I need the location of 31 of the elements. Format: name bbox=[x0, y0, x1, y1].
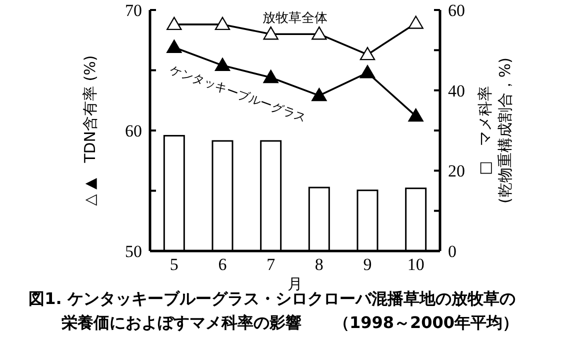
y2-tick-label: 40 bbox=[448, 81, 465, 100]
y-tick-label: 70 bbox=[125, 1, 142, 20]
point bbox=[263, 70, 278, 84]
point bbox=[360, 46, 376, 60]
series-label: 放牧草全体 bbox=[262, 11, 328, 26]
point bbox=[312, 88, 327, 102]
point bbox=[408, 108, 424, 122]
y2-tick-label: 20 bbox=[448, 162, 465, 181]
y2-tick-label: 0 bbox=[448, 242, 456, 261]
point bbox=[166, 16, 182, 30]
y-tick-label: 50 bbox=[125, 242, 142, 261]
point bbox=[312, 26, 327, 40]
point bbox=[214, 58, 230, 72]
text: ケンタッキーブルーグラス bbox=[168, 62, 308, 125]
x-tick-label: 7 bbox=[266, 255, 276, 274]
point bbox=[214, 16, 230, 30]
x-tick-label: 10 bbox=[407, 255, 424, 274]
x-tick-label: 5 bbox=[170, 255, 178, 274]
x-tick-label: 8 bbox=[314, 255, 324, 274]
point bbox=[166, 40, 182, 53]
x-tick-label: 9 bbox=[363, 255, 372, 274]
y2-tick-label: 60 bbox=[448, 1, 465, 20]
x-axis-title: 月 bbox=[288, 275, 302, 293]
y-axis-title: △ ▲ TDN含有率 (%) bbox=[81, 55, 99, 206]
point bbox=[408, 16, 424, 29]
point bbox=[263, 26, 278, 40]
y2-axis-title: □ マメ科率 (乾物重構成割合，%) bbox=[476, 58, 514, 204]
x-tick-label: 6 bbox=[218, 255, 227, 274]
point bbox=[360, 65, 376, 78]
y-tick-label: 60 bbox=[125, 122, 142, 140]
text: 栄養価におよぼすマメ科率の影響 （1998～2000年平均） bbox=[61, 313, 519, 332]
